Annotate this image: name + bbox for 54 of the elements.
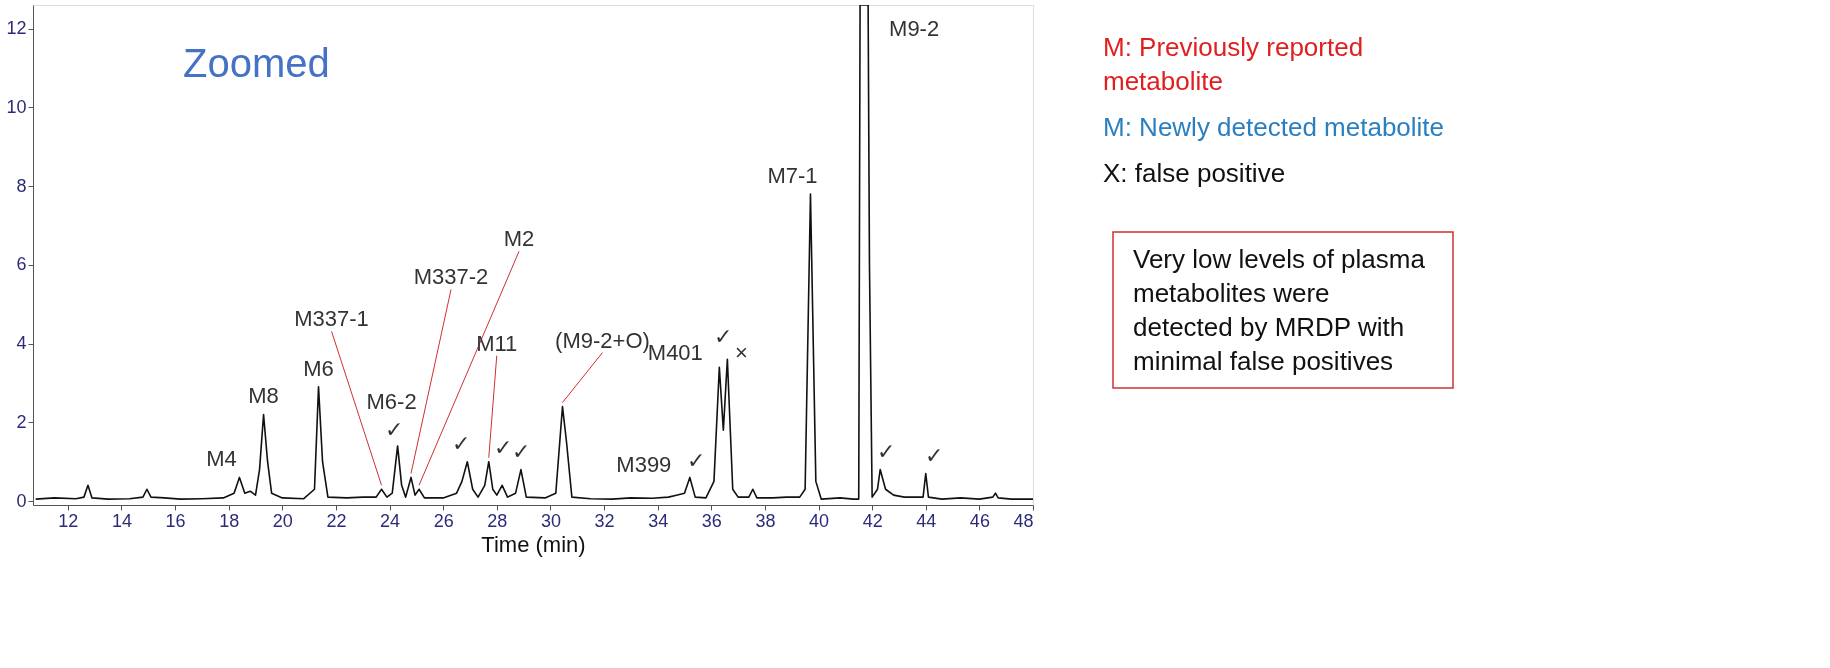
- annotation: ✓: [384, 416, 403, 442]
- annotation: (M9-2+O): [555, 327, 650, 353]
- annotation: M9-2: [889, 16, 940, 41]
- y-tick-label: 2: [16, 411, 27, 432]
- annotation: M399: [616, 452, 672, 478]
- y-tick-label: 4: [16, 333, 27, 354]
- annotation: M337-1: [294, 306, 369, 332]
- x-tick-label: 34: [648, 510, 669, 531]
- x-tick-label: 18: [219, 510, 240, 531]
- annotation: ✓: [493, 434, 512, 460]
- annotation: ✓: [452, 430, 471, 456]
- text: M: Previously reported metabolite: [1103, 32, 1364, 96]
- x-tick-label: 30: [540, 510, 561, 531]
- x-tick-label: 32: [594, 510, 615, 531]
- y-tick-label: 0: [16, 490, 27, 511]
- x-tick-label: 46: [969, 510, 990, 531]
- annotation: ✓: [877, 438, 896, 464]
- annotation: ✓: [686, 448, 705, 474]
- x-axis-title: Time (min): [481, 531, 586, 557]
- annotation: ✓: [714, 324, 733, 350]
- x-tick-label: 44: [916, 510, 937, 531]
- y-tick-label: 10: [6, 96, 27, 117]
- text: Very low levels of plasma metabolites were detected by MRDP with minimal false positives: [1133, 244, 1426, 376]
- text: Zoomed: [183, 41, 330, 85]
- text: X: false positive: [1103, 158, 1286, 188]
- annotation: M6-2: [366, 388, 417, 414]
- x-tick-label: 24: [380, 510, 401, 531]
- x-tick-label: 22: [326, 510, 347, 531]
- annotation: ×: [734, 340, 748, 366]
- x-tick-label: 38: [755, 510, 776, 531]
- annotation: ✓: [924, 442, 943, 468]
- x-tick-label: 48: [1013, 510, 1034, 531]
- text: M: Newly detected metabolite: [1103, 112, 1445, 142]
- x-tick-label: 20: [272, 510, 293, 531]
- y-tick-label: 12: [6, 18, 27, 39]
- x-tick-label: 16: [165, 510, 186, 531]
- x-tick-label: 36: [701, 510, 722, 531]
- x-tick-label: 28: [487, 510, 508, 531]
- annotation: M11: [476, 330, 518, 356]
- annotation: M337-2: [413, 264, 489, 290]
- x-tick-label: 42: [862, 510, 883, 531]
- annotation: M2: [503, 226, 535, 252]
- annotation: ✓: [511, 438, 530, 464]
- x-tick-label: 40: [809, 510, 830, 531]
- annotation: M6: [303, 355, 334, 381]
- annotation: M7-1: [767, 162, 818, 188]
- y-tick-label: 6: [16, 254, 27, 275]
- x-tick-label: 14: [111, 510, 132, 531]
- annotation: M8: [248, 383, 279, 409]
- y-tick-label: 8: [16, 175, 27, 196]
- x-tick-label: 12: [58, 510, 79, 531]
- annotation: M4: [206, 446, 237, 472]
- line-series: [34, 5, 1033, 500]
- x-tick-label: 26: [433, 510, 454, 531]
